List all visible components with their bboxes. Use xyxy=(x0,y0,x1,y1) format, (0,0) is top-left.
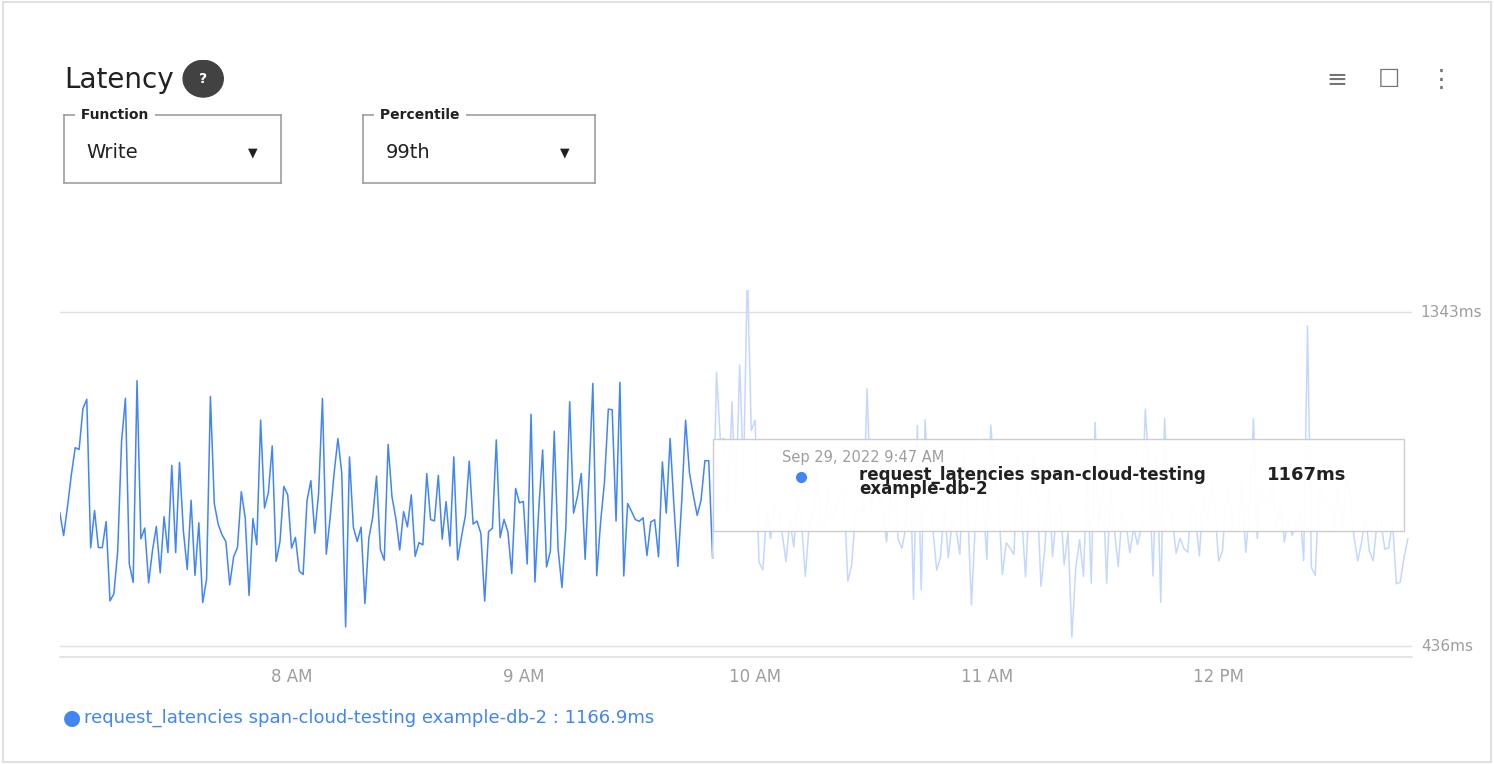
Text: ?: ? xyxy=(199,73,208,86)
Text: example-db-2: example-db-2 xyxy=(859,480,988,498)
Text: Function: Function xyxy=(76,108,154,121)
Text: Percentile: Percentile xyxy=(375,108,465,121)
Text: 99th: 99th xyxy=(385,143,430,162)
Text: Latency: Latency xyxy=(64,66,173,94)
Text: ▼: ▼ xyxy=(560,146,569,159)
Text: 436ms: 436ms xyxy=(1421,639,1473,653)
Text: request_latencies span-cloud-testing example-db-2 : 1166.9ms: request_latencies span-cloud-testing exa… xyxy=(84,709,654,727)
Text: ≡: ≡ xyxy=(1327,68,1348,92)
Text: ▼: ▼ xyxy=(248,146,258,159)
Circle shape xyxy=(184,60,223,97)
FancyBboxPatch shape xyxy=(713,439,1404,530)
Text: Sep 29, 2022 9:47 AM: Sep 29, 2022 9:47 AM xyxy=(783,449,944,465)
Text: ●: ● xyxy=(63,708,81,728)
Text: ☐: ☐ xyxy=(1379,68,1400,92)
Text: 1343ms: 1343ms xyxy=(1421,305,1482,320)
Text: request_latencies span-cloud-testing: request_latencies span-cloud-testing xyxy=(859,466,1206,484)
Text: 1167ms: 1167ms xyxy=(1267,466,1346,484)
Text: Write: Write xyxy=(85,143,137,162)
Text: ⋮: ⋮ xyxy=(1430,68,1454,92)
